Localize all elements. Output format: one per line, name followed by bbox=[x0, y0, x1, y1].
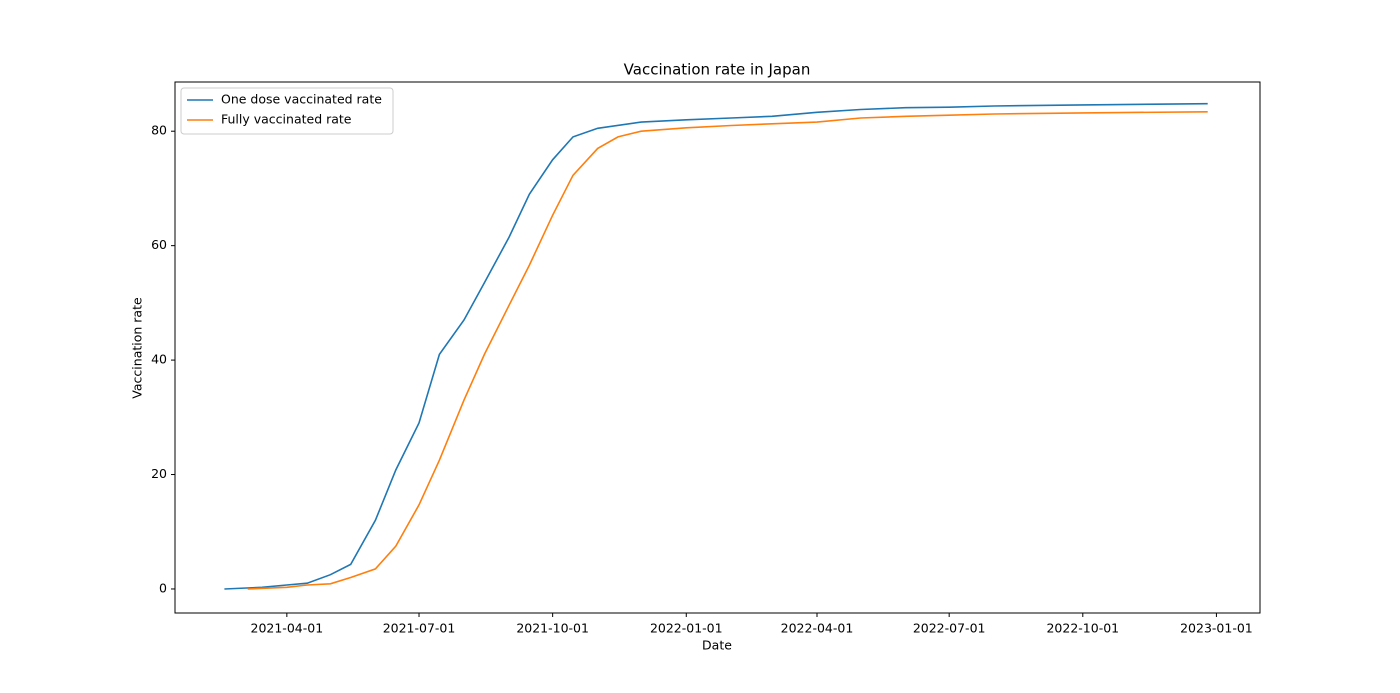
x-tick-label: 2022-01-01 bbox=[650, 621, 723, 636]
series-line bbox=[247, 111, 1208, 590]
plot-frame bbox=[174, 81, 1261, 614]
x-tick-label: 2022-07-01 bbox=[913, 621, 986, 636]
series-line bbox=[224, 102, 1208, 590]
x-tick-label: 2022-10-01 bbox=[1046, 621, 1119, 636]
y-tick-label: 80 bbox=[151, 123, 167, 138]
y-tick-label: 40 bbox=[151, 352, 167, 367]
legend-box bbox=[180, 87, 394, 135]
legend-label: One dose vaccinated rate bbox=[221, 92, 382, 107]
x-tick-label: 2021-07-01 bbox=[383, 621, 456, 636]
legend-label: Fully vaccinated rate bbox=[221, 112, 352, 127]
x-tick-label: 2021-10-01 bbox=[516, 621, 589, 636]
y-axis-label: Vaccination rate bbox=[130, 297, 145, 399]
x-axis-label: Date bbox=[702, 638, 732, 653]
x-tick-label: 2022-04-01 bbox=[781, 621, 854, 636]
y-tick-label: 60 bbox=[151, 237, 167, 252]
y-tick-label: 0 bbox=[159, 580, 167, 595]
x-tick-label: 2021-04-01 bbox=[251, 621, 324, 636]
chart-title: Vaccination rate in Japan bbox=[624, 61, 811, 79]
y-tick-label: 20 bbox=[151, 466, 167, 481]
x-tick-label: 2023-01-01 bbox=[1180, 621, 1253, 636]
